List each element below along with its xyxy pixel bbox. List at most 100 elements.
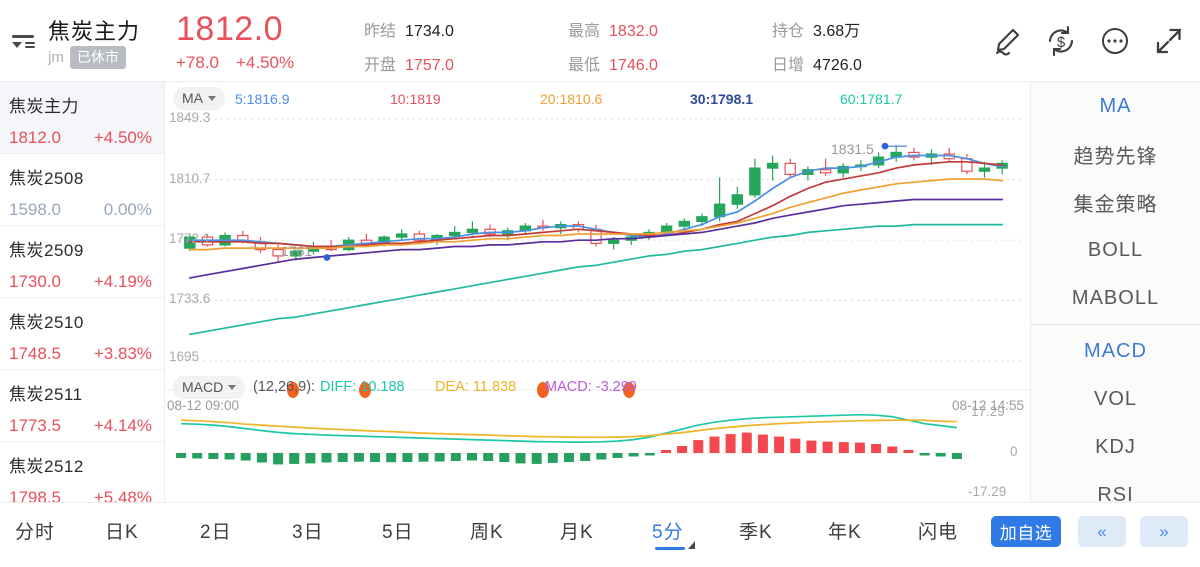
stat-value: 3.68万 [813,23,861,40]
y-axis-label-4: 1695 [169,349,200,364]
contract-name: 焦炭2508 [9,169,84,188]
contract-values: 1812.0 +4.50% [9,128,154,148]
collapse-arrows-icon[interactable] [1150,22,1188,60]
time-axis-svg [165,382,1030,398]
currency-refresh-icon[interactable]: $ [1042,22,1080,60]
chart-area: MA 5:1816.9 10:1819 20:1810.6 30:1798.1 … [165,82,1030,502]
contract-name: 焦炭主力 [9,97,79,116]
contract-percent: 0.00% [103,200,152,219]
chevron-down-icon [208,95,216,101]
sidebar-item-4[interactable]: 焦炭2511 1773.5 +4.14% [0,370,164,442]
tab-yearly[interactable]: 年K [828,522,862,543]
tab-2day[interactable]: 2日 [200,522,232,543]
macd-y-label-top: 17.29 [971,404,1005,419]
ma5-legend: 5:1816.9 [235,91,290,107]
last-price: 1812.0 [176,10,283,48]
contract-values: 1773.5 +4.14% [9,416,154,436]
sort-list-icon[interactable] [12,26,42,56]
chevron-down-icon [228,384,237,390]
tab-5min[interactable]: 5分 [652,522,684,543]
stat-open-interest: 持仓 3.68万 [772,17,860,41]
contract-price: 1812.0 [9,128,61,147]
contract-price: 1748.5 [9,344,61,363]
tab-expand-corner-icon[interactable] [688,541,695,549]
ma-selector-label: MA [182,90,203,106]
indicator-vol[interactable]: VOL [1093,387,1138,410]
contract-percent: +4.50% [93,128,152,147]
stat-open: 开盘 1757.0 [364,51,454,75]
y-axis-label-3: 1733.6 [169,291,211,306]
contract-list-sidebar: 焦炭主力 1812.0 +4.50% 焦炭2508 1598.0 0.00% 焦… [0,82,165,514]
contract-price: 1773.5 [9,416,61,435]
pencil-draw-icon[interactable] [988,22,1026,60]
stat-value: 1757.0 [405,57,454,74]
ma30-legend: 30:1798.1 [690,91,754,107]
price-chart-pane[interactable]: 1849.3 1810.7 1772.1 1733.6 1695 1831.5 … [165,110,1030,369]
macd-diff-value: DIFF: 10.188 [320,379,405,395]
contract-percent: +4.14% [93,416,152,435]
contract-values: 1748.5 +3.83% [9,344,154,364]
tab-weekly[interactable]: 周K [470,522,504,543]
stat-label: 最高 [568,23,601,40]
indicator-kdj[interactable]: KDJ [1095,435,1136,458]
timeframe-tab-bar: 分时 日K 2日 3日 5日 周K 月K 5分 季K 年K 闪电 加自选 « » [0,502,1200,567]
contract-name: 焦炭2509 [9,241,84,260]
sidebar-item-0[interactable]: 焦炭主力 1812.0 +4.50% [0,82,164,154]
stat-label: 持仓 [772,23,805,40]
macd-svg [173,413,965,465]
contract-values: 1598.0 0.00% [9,200,154,220]
stat-label: 最低 [568,57,601,74]
stat-value: 1832.0 [609,23,658,40]
stat-daily-increase: 日增 4726.0 [772,51,862,75]
svg-text:$: $ [1057,34,1066,51]
indicator-rsi[interactable]: RSI [1097,483,1134,506]
more-options-icon[interactable] [1096,22,1134,60]
add-to-watchlist-button[interactable]: 加自选 [991,516,1061,547]
indicator-strategy[interactable]: 集金策略 [1073,193,1158,216]
tab-fenshi[interactable]: 分时 [15,522,56,543]
sidebar-item-2[interactable]: 焦炭2509 1730.0 +4.19% [0,226,164,298]
indicator-panel: MA 趋势先锋 集金策略 BOLL MABOLL MACD VOL KDJ RS… [1030,82,1200,506]
active-tab-underline [655,547,685,550]
indicator-macd[interactable]: MACD [1084,339,1147,362]
indicator-trend[interactable]: 趋势先锋 [1073,145,1158,168]
tab-3day[interactable]: 3日 [292,522,324,543]
symbol-code: jm [48,49,64,66]
macd-legend-row: MACD (12,26,9): DIFF: 10.188 DEA: 11.838… [165,374,1030,402]
event-dot [537,382,549,398]
macd-params: (12,26,9): [253,379,316,395]
macd-indicator-selector[interactable]: MACD [173,376,246,399]
macd-chart-pane[interactable]: 17.29 0 -17.29 [165,404,1030,502]
ma-indicator-selector[interactable]: MA [173,87,225,110]
next-page-button[interactable]: » [1140,516,1188,547]
prev-page-button[interactable]: « [1078,516,1126,547]
ma20-legend: 20:1810.6 [540,91,603,107]
ma60-legend: 60:1781.7 [840,91,903,107]
tab-lightning[interactable]: 闪电 [918,522,959,543]
tab-monthly[interactable]: 月K [560,522,594,543]
candlestick-svg [173,118,1023,362]
contract-price: 1598.0 [9,200,61,219]
sidebar-item-1[interactable]: 焦炭2508 1598.0 0.00% [0,154,164,226]
indicator-ma[interactable]: MA [1099,94,1132,117]
ma-legend-row: MA 5:1816.9 10:1819 20:1810.6 30:1798.1 … [165,85,1030,113]
macd-y-label-zero: 0 [1010,444,1018,459]
tab-5day[interactable]: 5日 [382,522,414,543]
sidebar-item-3[interactable]: 焦炭2510 1748.5 +3.83% [0,298,164,370]
contract-name: 焦炭2512 [9,457,84,476]
macd-selector-label: MACD [182,379,224,395]
symbol-name: 焦炭主力 [48,19,141,44]
indicator-maboll[interactable]: MABOLL [1071,286,1160,309]
contract-percent: +4.19% [93,272,152,291]
macd-dea-value: DEA: 11.838 [435,379,517,395]
stat-label: 昨结 [364,23,397,40]
tab-quarterly[interactable]: 季K [739,522,773,543]
tab-daily[interactable]: 日K [105,522,139,543]
indicator-boll[interactable]: BOLL [1087,238,1144,261]
macd-value: MACD: -3.299 [545,379,637,395]
ma10-legend: 10:1819 [390,91,441,107]
panel-divider [1031,324,1200,325]
stat-value: 1734.0 [405,23,454,40]
stat-prev-settle: 昨结 1734.0 [364,17,454,41]
event-dot [287,382,299,398]
